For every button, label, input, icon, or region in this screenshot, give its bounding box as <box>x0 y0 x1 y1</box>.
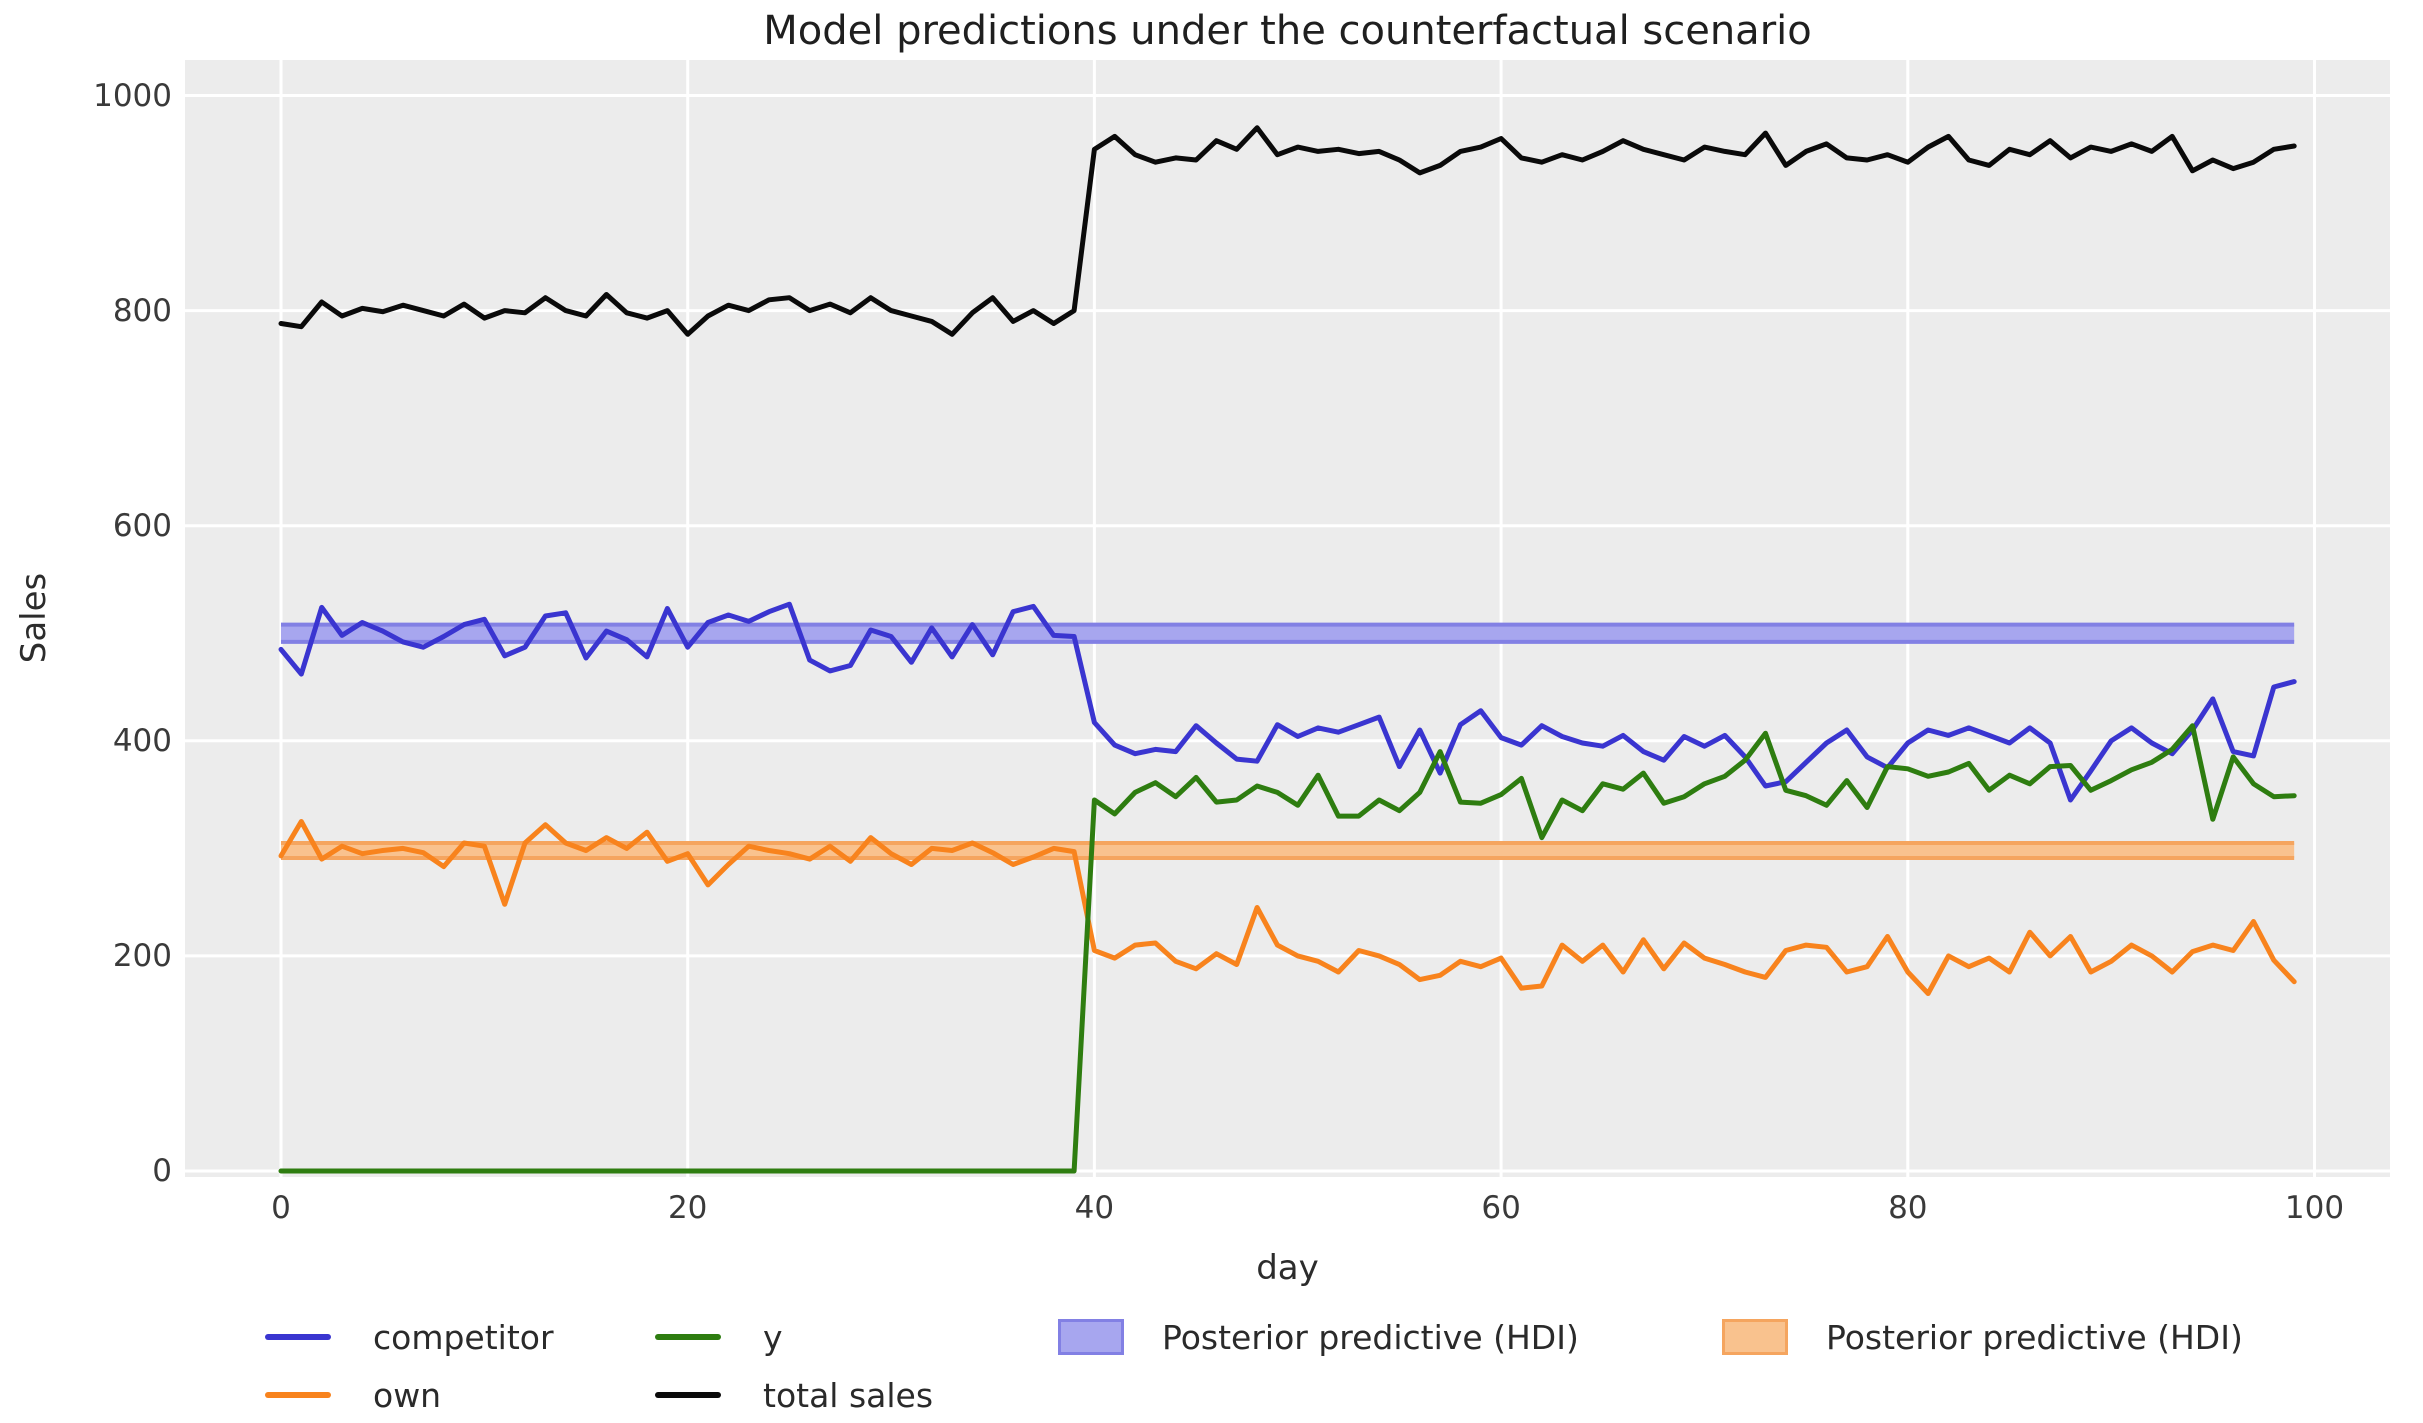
x-tick-label: 20 <box>667 1190 708 1226</box>
x-tick-label: 100 <box>2284 1190 2345 1226</box>
hdi-orange-patch-swatch <box>1722 1319 1788 1355</box>
x-axis-label: day <box>1256 1248 1319 1288</box>
legend-item-competitor: competitor <box>265 1312 554 1362</box>
total-sales-line-swatch <box>655 1392 721 1398</box>
legend-label-total-sales: total sales <box>763 1375 934 1415</box>
y-tick-label: 800 <box>112 292 172 329</box>
own-line-swatch <box>265 1392 331 1398</box>
y-tick-label: 1000 <box>93 77 172 114</box>
legend-label-own: own <box>373 1375 442 1415</box>
hdi-blue-patch-swatch <box>1058 1319 1124 1355</box>
legend-item-y: y <box>655 1312 783 1362</box>
x-tick-label: 60 <box>1481 1190 1521 1226</box>
y-tick-label: 600 <box>112 507 172 544</box>
legend-item-hdi-own: Posterior predictive (HDI) <box>1722 1312 2243 1362</box>
x-tick-label: 0 <box>271 1190 291 1226</box>
y-tick-label: 400 <box>112 722 172 759</box>
chart-title: Model predictions under the counterfactu… <box>763 8 1812 54</box>
legend-item-total-sales: total sales <box>655 1370 933 1420</box>
y-axis-label: Sales <box>14 572 54 664</box>
y-tick-label: 0 <box>152 1153 172 1189</box>
competitor-line-swatch <box>265 1334 331 1340</box>
x-tick-label: 80 <box>1888 1190 1928 1226</box>
legend-label-y: y <box>763 1317 783 1357</box>
legend-label-competitor: competitor <box>373 1317 554 1357</box>
y-tick-label: 200 <box>112 937 172 974</box>
legend-item-own: own <box>265 1370 441 1420</box>
x-tick-label: 40 <box>1074 1190 1115 1226</box>
legend-label-hdi-own: Posterior predictive (HDI) <box>1826 1317 2243 1357</box>
legend-label-hdi-competitor: Posterior predictive (HDI) <box>1162 1317 1579 1357</box>
legend-item-hdi-competitor: Posterior predictive (HDI) <box>1058 1312 1579 1362</box>
y-line-swatch <box>655 1334 721 1340</box>
